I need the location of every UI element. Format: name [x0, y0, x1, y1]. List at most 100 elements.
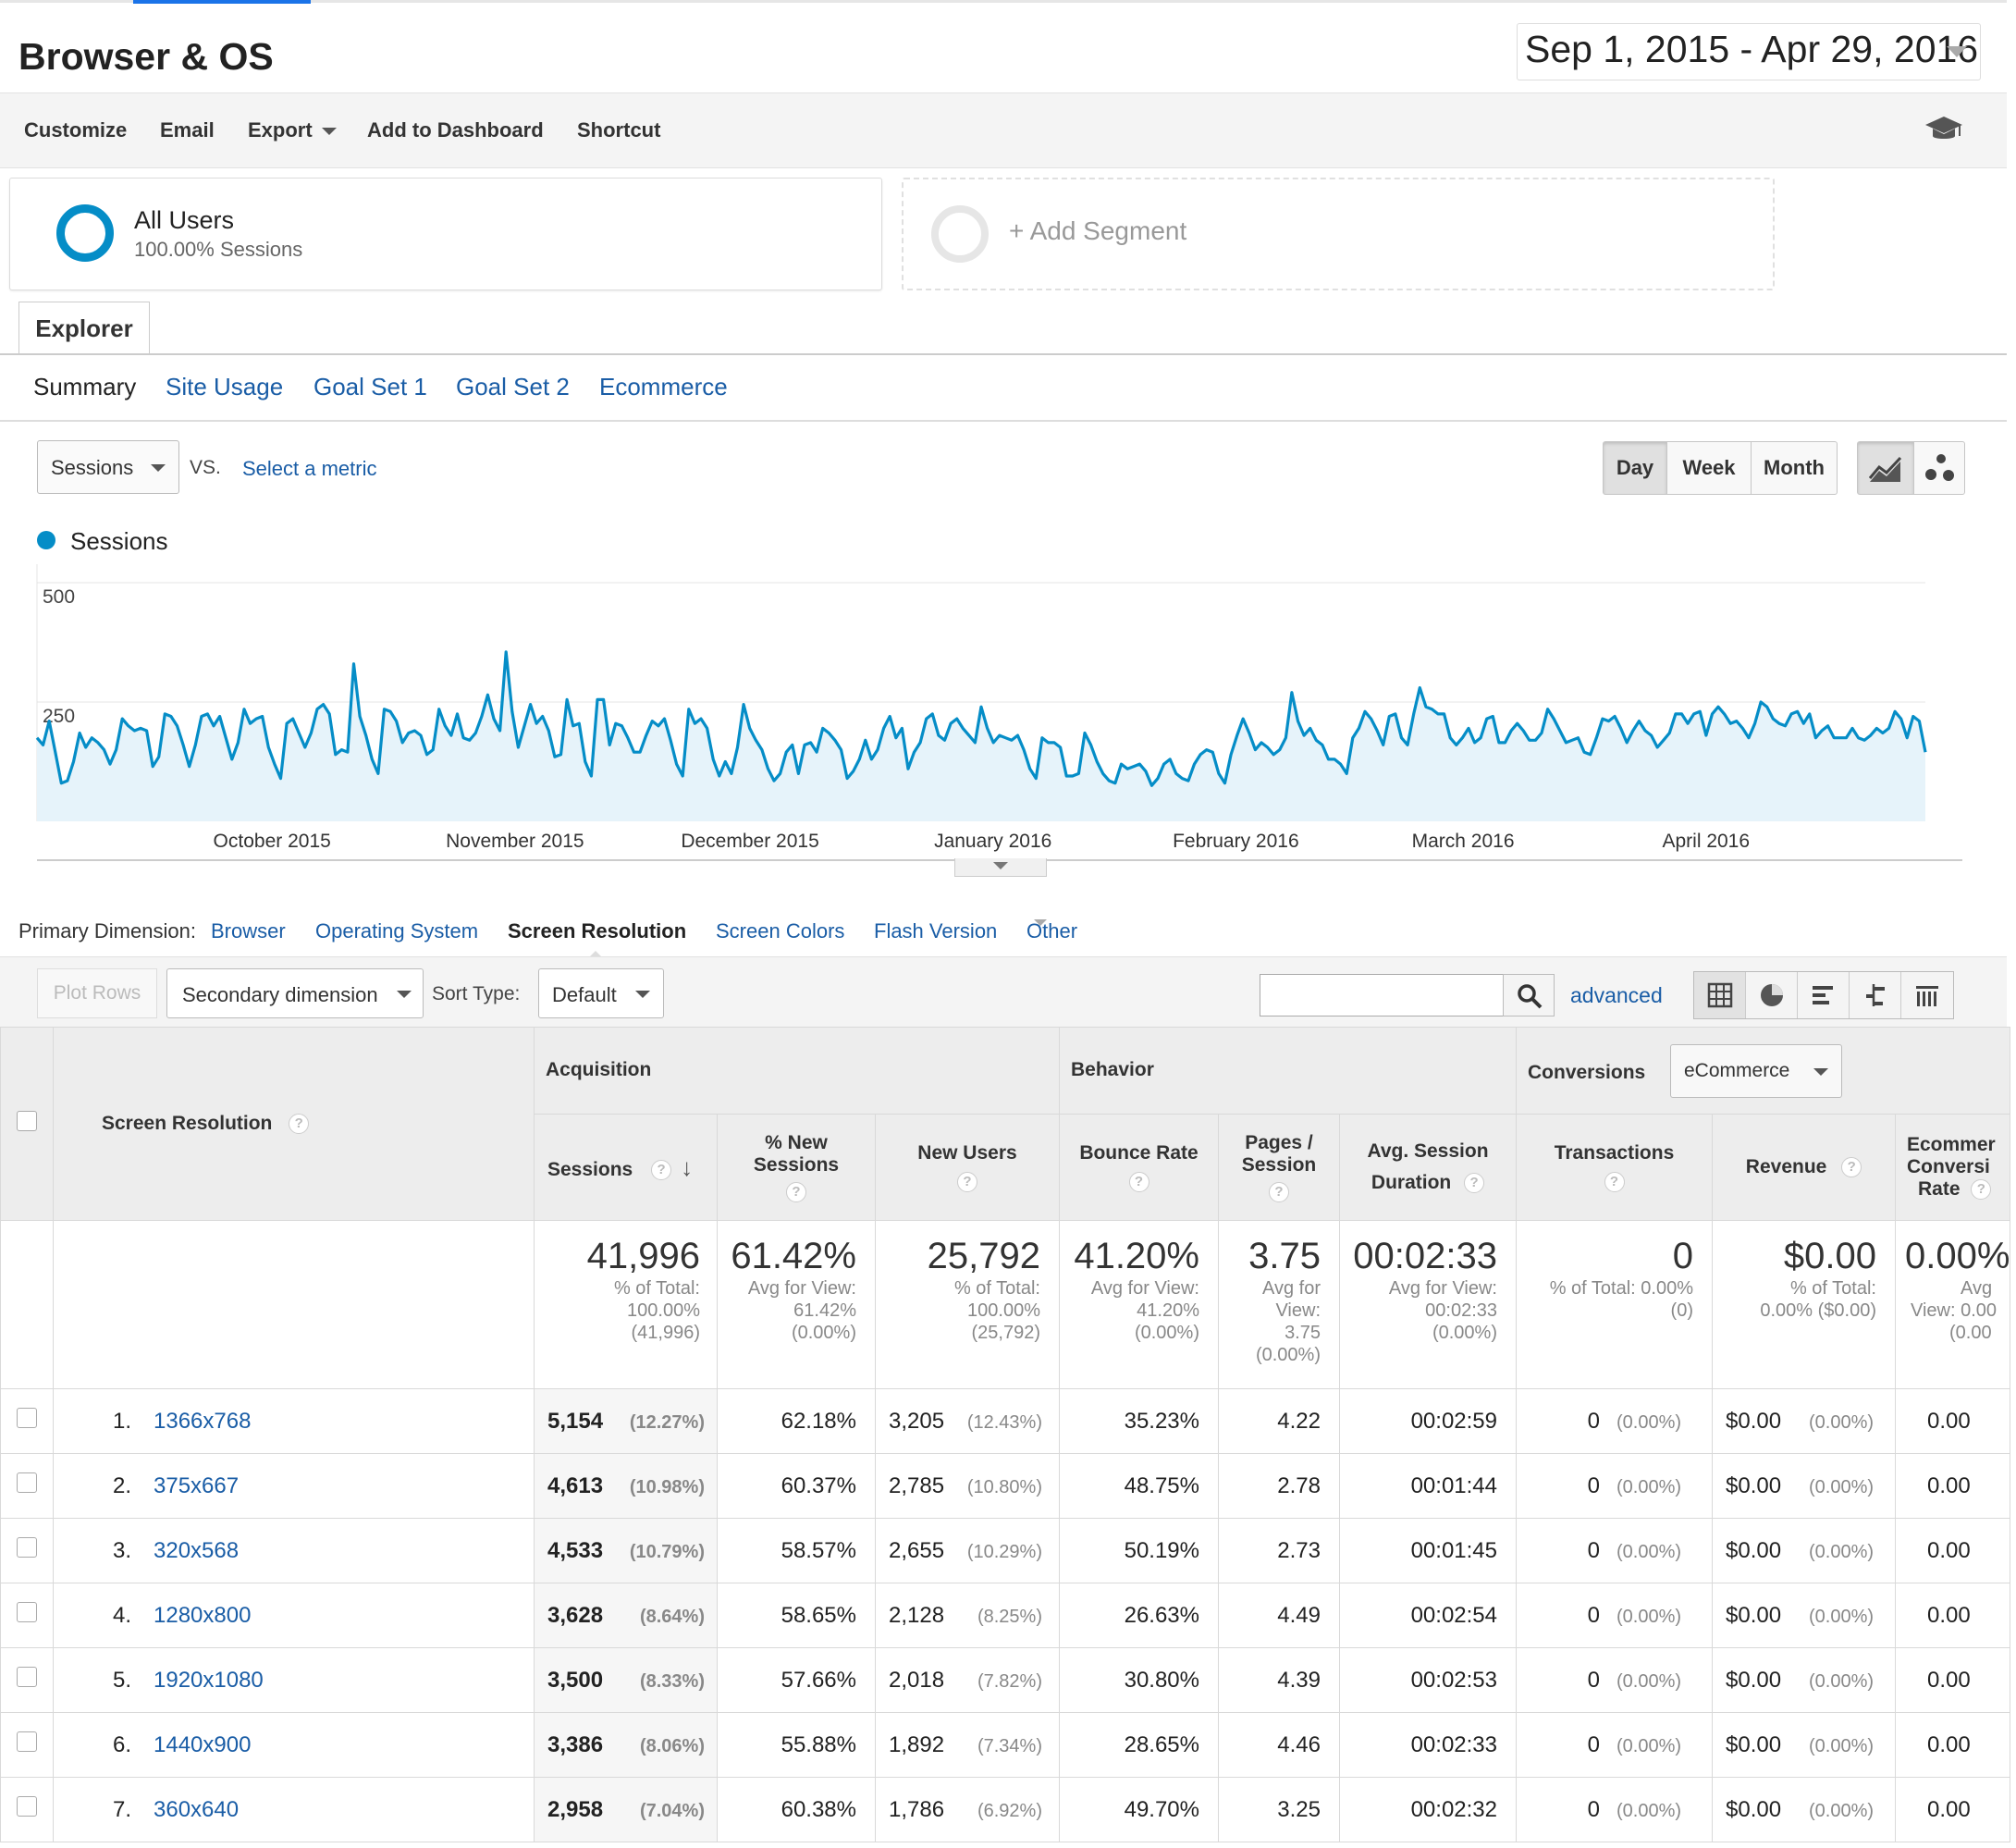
- chevron-down-icon: [321, 128, 337, 136]
- transactions-cell: 0 (0.00%): [1516, 1453, 1713, 1519]
- advanced-filter-link[interactable]: advanced: [1570, 983, 1663, 1007]
- secondary-dimension-select[interactable]: Secondary dimension: [166, 968, 424, 1018]
- sessions-value: 3,628: [547, 1602, 604, 1628]
- dim-screen-colors-link[interactable]: Screen Colors: [716, 919, 845, 942]
- screen-resolution-link[interactable]: 1280x800: [154, 1602, 252, 1628]
- column-header-transactions[interactable]: Transactions?: [1516, 1114, 1713, 1221]
- customize-button[interactable]: Customize: [24, 118, 128, 142]
- pie-view-button[interactable]: [1746, 972, 1798, 1018]
- dim-browser-link[interactable]: Browser: [211, 919, 286, 942]
- screen-resolution-link[interactable]: 320x568: [154, 1537, 240, 1563]
- month-button[interactable]: Month: [1751, 441, 1838, 495]
- metric-select[interactable]: Sessions: [37, 440, 179, 494]
- table-row[interactable]: 4. 1280x800 3,628 (8.64%) 58.65% 2,128 (8.25%)…: [0, 1583, 2011, 1648]
- motion-chart-view-button[interactable]: [1913, 441, 1965, 495]
- dim-screen-resolution[interactable]: Screen Resolution: [508, 919, 687, 942]
- subtab-goal-set-2[interactable]: Goal Set 2: [456, 373, 570, 400]
- comparison-view-button[interactable]: [1850, 972, 1901, 1018]
- screen-resolution-link[interactable]: 1366x768: [154, 1408, 252, 1434]
- table-row[interactable]: 2. 375x667 4,613 (10.98%) 60.37% 2,785 (10.80%…: [0, 1453, 2011, 1519]
- subtab-ecommerce[interactable]: Ecommerce: [599, 373, 728, 400]
- transactions-pct: (0.00%): [1616, 1606, 1682, 1627]
- revenue-cell: $0.00 (0.00%): [1712, 1453, 1896, 1519]
- total-sub: Avg for View:: [747, 1278, 856, 1299]
- row-checkbox[interactable]: [17, 1602, 37, 1622]
- export-button[interactable]: Export: [248, 118, 337, 142]
- day-button[interactable]: Day: [1603, 441, 1667, 495]
- row-select-cell: [0, 1518, 54, 1583]
- week-button[interactable]: Week: [1666, 441, 1752, 495]
- column-header-sessions[interactable]: Sessions ? ↓: [534, 1114, 718, 1221]
- dim-flash-version-link[interactable]: Flash Version: [874, 919, 998, 942]
- column-header-new-users[interactable]: New Users?: [875, 1114, 1060, 1221]
- column-header-bounce-rate[interactable]: Bounce Rate?: [1059, 1114, 1219, 1221]
- chevron-down-icon: [397, 991, 412, 998]
- subtab-divider: [0, 420, 2007, 422]
- secondary-dimension-label: Secondary dimension: [182, 983, 378, 1006]
- screen-resolution-link[interactable]: 1440x900: [154, 1731, 252, 1757]
- pivot-view-button[interactable]: [1901, 972, 1953, 1018]
- row-checkbox[interactable]: [17, 1408, 37, 1428]
- graduation-cap-icon[interactable]: [1924, 113, 1964, 144]
- data-table-view-button[interactable]: [1694, 972, 1746, 1018]
- date-range-picker[interactable]: Sep 1, 2015 - Apr 29, 2016: [1517, 23, 1981, 80]
- add-to-dashboard-button[interactable]: Add to Dashboard: [367, 118, 544, 142]
- bounce-cell: 28.65%: [1059, 1712, 1219, 1778]
- pct-new-cell: 62.18%: [717, 1388, 876, 1454]
- table-row[interactable]: 7. 360x640 2,958 (7.04%) 60.38% 1,786 (6.92%) 4…: [0, 1777, 2011, 1842]
- column-header-ecommerce-conversion-rate[interactable]: Ecommer Conversi Rate ?: [1894, 1114, 2011, 1221]
- search-button[interactable]: [1503, 974, 1555, 1016]
- performance-view-button[interactable]: [1798, 972, 1850, 1018]
- table-row[interactable]: 6. 1440x900 3,386 (8.06%) 55.88% 1,892 (7.34%)…: [0, 1712, 2011, 1778]
- total-sub: View:: [1275, 1300, 1321, 1321]
- pps-cell: 4.39: [1218, 1647, 1340, 1713]
- row-checkbox[interactable]: [17, 1731, 37, 1752]
- subtab-summary[interactable]: Summary: [33, 373, 137, 400]
- select-metric-link[interactable]: Select a metric: [242, 457, 377, 480]
- dim-os-link[interactable]: Operating System: [315, 919, 479, 942]
- column-header-revenue[interactable]: Revenue ?: [1712, 1114, 1896, 1221]
- total-sub: 00:02:33: [1425, 1300, 1497, 1321]
- column-header-avg-session-duration[interactable]: Avg. Session Duration ?: [1339, 1114, 1517, 1221]
- conversions-select[interactable]: eCommerce: [1670, 1044, 1842, 1098]
- add-segment-button[interactable]: + Add Segment: [902, 178, 1775, 290]
- total-sub: (0.00%): [1432, 1323, 1497, 1343]
- table-row[interactable]: 1. 1366x768 5,154 (12.27%) 62.18% 3,205 (12.43…: [0, 1388, 2011, 1454]
- email-button[interactable]: Email: [160, 118, 215, 142]
- sessions-value: 5,154: [547, 1408, 604, 1434]
- row-checkbox[interactable]: [17, 1472, 37, 1493]
- row-checkbox[interactable]: [17, 1667, 37, 1687]
- segment-all-users[interactable]: All Users 100.00% Sessions: [9, 178, 882, 290]
- column-header-screen-resolution[interactable]: Screen Resolution ?: [53, 1027, 535, 1221]
- subtab-goal-set-1[interactable]: Goal Set 1: [313, 373, 427, 400]
- row-checkbox[interactable]: [17, 1796, 37, 1817]
- shortcut-button[interactable]: Shortcut: [577, 118, 661, 142]
- plot-rows-button[interactable]: Plot Rows: [37, 968, 157, 1018]
- bar-chart-icon: [1813, 986, 1833, 1004]
- column-header-pages-per-session[interactable]: Pages / Session?: [1218, 1114, 1340, 1221]
- new-users-value: 2,655: [889, 1537, 945, 1563]
- screen-resolution-link[interactable]: 1920x1080: [154, 1667, 264, 1693]
- subtab-site-usage[interactable]: Site Usage: [166, 373, 284, 400]
- screen-resolution-link[interactable]: 375x667: [154, 1472, 240, 1498]
- tab-explorer[interactable]: Explorer: [18, 302, 150, 355]
- pps-cell: 3.25: [1218, 1777, 1340, 1842]
- chart-collapse-handle[interactable]: [954, 858, 1047, 877]
- segment-ring-icon: [931, 205, 989, 263]
- table-search-input[interactable]: [1260, 974, 1504, 1016]
- line-chart-view-button[interactable]: [1857, 441, 1914, 495]
- transactions-pct: (0.00%): [1616, 1476, 1682, 1497]
- column-header-pct-new-sessions[interactable]: % New Sessions?: [717, 1114, 876, 1221]
- search-icon: [1518, 984, 1543, 1009]
- table-row[interactable]: 3. 320x568 4,533 (10.79%) 58.57% 2,655 (10.29%…: [0, 1518, 2011, 1583]
- row-checkbox[interactable]: [17, 1537, 37, 1558]
- conversion-cell: 0.00: [1894, 1518, 2011, 1583]
- table-row[interactable]: 5. 1920x1080 3,500 (8.33%) 57.66% 2,018 (7.82%…: [0, 1647, 2011, 1713]
- select-all-checkbox[interactable]: [17, 1111, 37, 1131]
- sort-type-select[interactable]: Default: [538, 968, 664, 1018]
- sessions-cell: 3,386 (8.06%): [534, 1712, 718, 1778]
- total-pps: 3.75 Avg for View: 3.75 (0.00%): [1218, 1220, 1340, 1389]
- screen-resolution-link[interactable]: 360x640: [154, 1796, 240, 1822]
- sort-type-label: Sort Type:: [432, 983, 521, 1004]
